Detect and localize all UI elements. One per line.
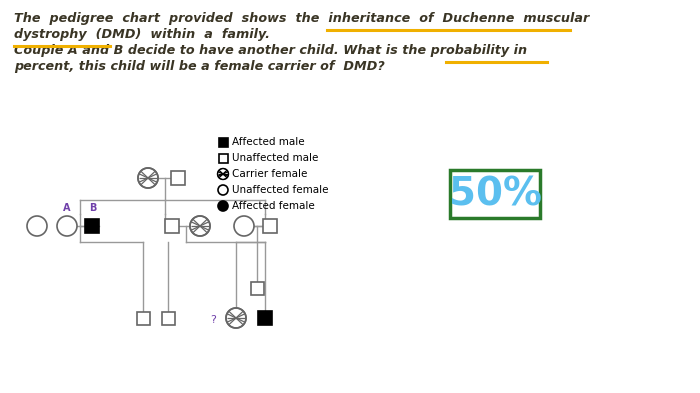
Bar xyxy=(218,138,228,147)
Circle shape xyxy=(218,201,228,211)
Text: Unaffected female: Unaffected female xyxy=(232,185,328,195)
Bar xyxy=(165,219,179,233)
Circle shape xyxy=(218,169,228,180)
Text: Unaffected male: Unaffected male xyxy=(232,153,318,163)
Bar xyxy=(85,219,99,233)
Text: Affected female: Affected female xyxy=(232,201,315,211)
Bar xyxy=(162,312,174,325)
Text: Carrier female: Carrier female xyxy=(232,169,307,179)
Bar xyxy=(251,281,263,294)
Text: dystrophy  (DMD)  within  a  family.: dystrophy (DMD) within a family. xyxy=(14,28,270,41)
Text: A: A xyxy=(63,203,71,213)
Bar xyxy=(171,171,185,185)
Bar xyxy=(263,219,277,233)
Circle shape xyxy=(138,168,158,188)
Text: Affected male: Affected male xyxy=(232,137,304,147)
FancyBboxPatch shape xyxy=(450,170,540,218)
Circle shape xyxy=(27,216,47,236)
Circle shape xyxy=(190,216,210,236)
Text: 50%: 50% xyxy=(449,175,542,213)
Text: ?: ? xyxy=(210,315,216,325)
Text: The  pedigree  chart  provided  shows  the  inheritance  of  Duchenne  muscular: The pedigree chart provided shows the in… xyxy=(14,12,589,25)
Bar xyxy=(258,311,272,325)
Circle shape xyxy=(226,308,246,328)
Text: B: B xyxy=(90,203,97,213)
Bar xyxy=(136,312,150,325)
Circle shape xyxy=(57,216,77,236)
Bar xyxy=(218,154,228,162)
Circle shape xyxy=(234,216,254,236)
Circle shape xyxy=(218,185,228,195)
Text: percent, this child will be a female carrier of  DMD?: percent, this child will be a female car… xyxy=(14,60,385,73)
Text: Couple A and B decide to have another child. What is the probability in: Couple A and B decide to have another ch… xyxy=(14,44,527,57)
